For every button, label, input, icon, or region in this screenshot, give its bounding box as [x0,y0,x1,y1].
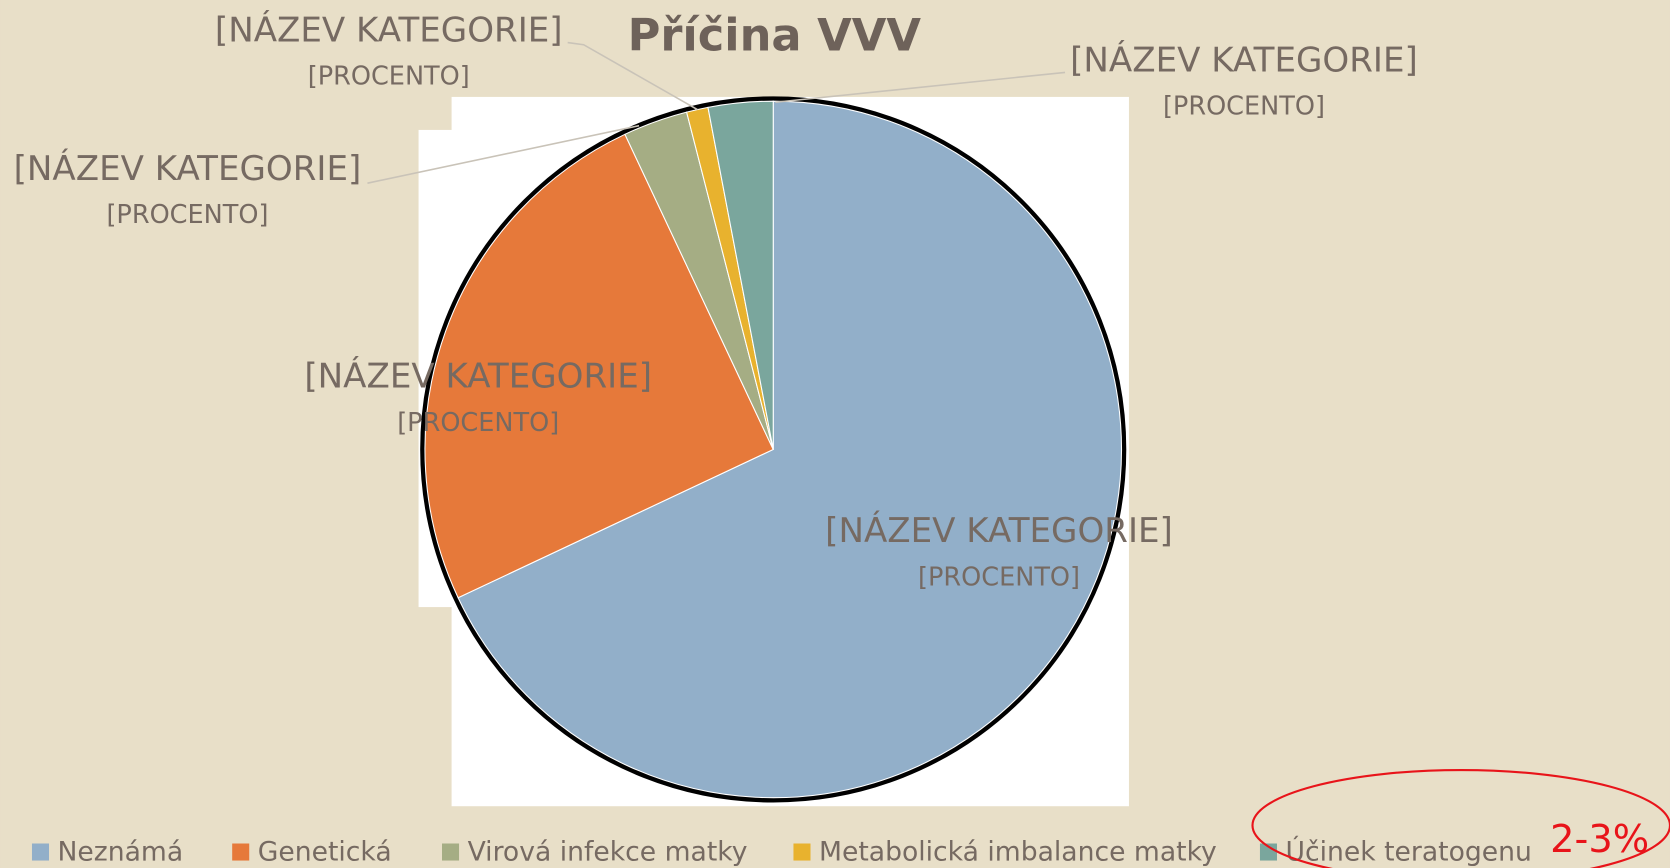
legend-marker [442,843,460,861]
data-label-name: [NÁZEV KATEGORIE] [825,510,1173,551]
legend-label: Neznámá [58,837,184,868]
chart-title: Příčina VVV [628,8,922,61]
leader-line [775,71,1066,104]
data-label-value: [PROCENTO] [918,562,1080,592]
data-label-value: [PROCENTO] [308,62,470,92]
data-label-name: [NÁZEV KATEGORIE] [304,356,652,397]
data-label-value: [PROCENTO] [397,408,559,438]
data-label-name: [NÁZEV KATEGORIE] [1070,39,1418,80]
leader-line [567,41,699,111]
pie-slice [424,133,774,599]
legend-label: Účinek teratogenu [1286,836,1532,868]
legend-marker [793,843,811,861]
pie-slice [457,100,1122,799]
legend-marker [1259,843,1277,861]
data-label-name: [NÁZEV KATEGORIE] [215,9,563,50]
legend-label: Virová infekce matky [468,837,748,868]
data-label-value: [PROCENTO] [1163,92,1325,122]
leader-line [367,124,640,184]
legend-marker [31,843,50,861]
legend-label: Genetická [258,837,392,868]
data-label-name: [NÁZEV KATEGORIE] [14,148,362,189]
legend-label: Metabolická imbalance matky [819,837,1217,868]
pie-outline [420,96,1127,803]
data-label-value: [PROCENTO] [106,200,268,230]
legend-marker [232,843,250,861]
annotation: 2-3% [1550,817,1649,862]
pie-slice [707,100,774,450]
